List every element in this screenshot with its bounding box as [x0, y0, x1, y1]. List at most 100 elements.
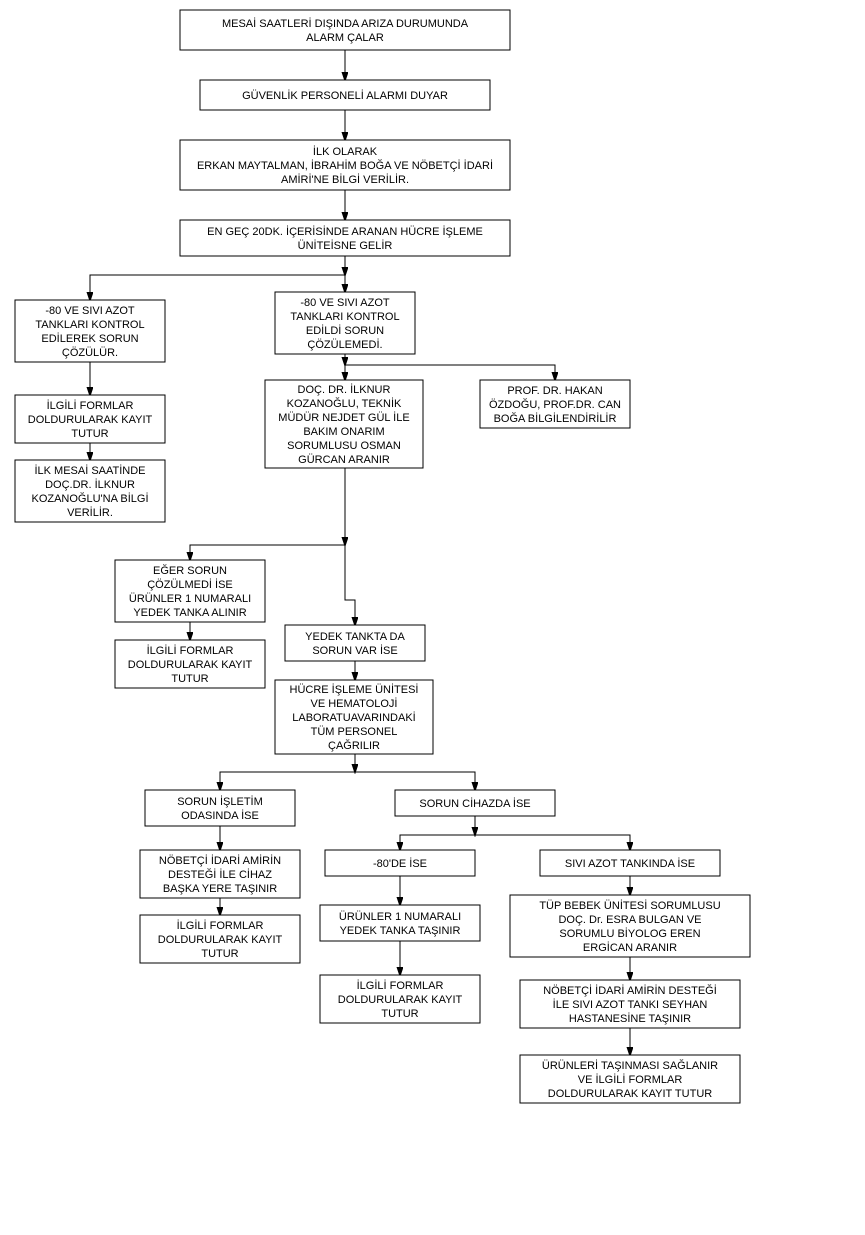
edge: [190, 545, 345, 560]
flow-node: EN GEÇ 20DK. İÇERİSİNDE ARANAN HÜCRE İŞL…: [180, 220, 510, 256]
node-text: VE İLGİLİ FORMLAR: [578, 1073, 683, 1086]
node-text: DESTEĞİ İLE CİHAZ: [168, 868, 272, 881]
flow-node: -80 VE SIVI AZOT TANKLARI KONTROLEDİLDİ S…: [275, 292, 415, 354]
flow-node: YEDEK TANKTA DASORUN VAR İSE: [285, 625, 425, 661]
flow-node: SORUN CİHAZDA İSE: [395, 790, 555, 816]
edge: [355, 772, 475, 790]
flow-node: ÜRÜNLER 1 NUMARALI YEDEK TANKA TAŞINIR: [320, 905, 480, 941]
node-text: HÜCRE İŞLEME ÜNİTESİ: [290, 683, 419, 696]
node-text: GÜVENLİK PERSONELİ ALARMI DUYAR: [242, 89, 448, 102]
node-text: ÜNİTEİSNE GELİR: [298, 239, 393, 252]
node-text: SORUN CİHAZDA İSE: [419, 797, 530, 810]
node-text: ÇÖZÜLMEDİ İSE: [147, 578, 233, 591]
node-text: SIVI AZOT TANKINDA İSE: [565, 857, 695, 870]
flow-node: İLGİLİ FORMLAR DOLDURULARAK KAYIT TUTUR: [15, 395, 165, 443]
node-text: YEDEK TANKA ALINIR: [133, 607, 246, 619]
node-text: -80 VE SIVI AZOT: [300, 297, 390, 309]
node-text: İLGİLİ FORMLAR: [47, 399, 134, 412]
node-text: TUTUR: [71, 428, 108, 440]
node-text: EN GEÇ 20DK. İÇERİSİNDE ARANAN HÜCRE İŞL…: [207, 225, 483, 238]
node-text: KOZANOĞLU, TEKNİK: [287, 397, 402, 410]
node-text: ÜRÜNLERİ TAŞINMASI SAĞLANIR: [542, 1059, 718, 1072]
node-text: DOLDURULARAK KAYIT: [128, 659, 253, 671]
node-text: NÖBETÇİ İDARİ AMİRİN: [159, 854, 281, 867]
node-text: TÜM PERSONEL: [311, 726, 398, 738]
node-text: TUTUR: [171, 673, 208, 685]
flow-node: İLK OLARAKERKAN MAYTALMAN, İBRAHİM BOĞA …: [180, 140, 510, 190]
node-text: NÖBETÇİ İDARİ AMİRİN DESTEĞİ: [543, 984, 717, 997]
flow-node: NÖBETÇİ İDARİ AMİRİN DESTEĞİİLE SIVI AZO…: [520, 980, 740, 1028]
node-text: İLK OLARAK: [313, 145, 378, 158]
node-text: YEDEK TANKTA DA: [305, 631, 405, 643]
node-text: YEDEK TANKA TAŞINIR: [340, 925, 461, 937]
node-text: İLGİLİ FORMLAR: [357, 979, 444, 992]
node-text: SORUMLUSU OSMAN: [287, 440, 401, 452]
flow-node: İLK MESAİ SAATİNDEDOÇ.DR. İLKNURKOZANOĞL…: [15, 460, 165, 522]
node-text: SORUMLU BİYOLOG EREN: [559, 927, 700, 940]
edge: [400, 835, 475, 850]
node-text: ÇAĞRILIR: [328, 739, 380, 752]
node-text: DOÇ.DR. İLKNUR: [45, 478, 135, 491]
node-text: DOLDURULARAK KAYIT: [28, 414, 153, 426]
node-text: TANKLARI KONTROL: [290, 311, 399, 323]
node-text: TANKLARI KONTROL: [35, 319, 144, 331]
node-text: LABORATUAVARINDAKİ: [292, 711, 415, 724]
flow-node: İLGİLİ FORMLAR DOLDURULARAK KAYIT TUTUR: [115, 640, 265, 688]
edge: [345, 545, 355, 625]
node-text: PROF. DR. HAKAN: [507, 385, 602, 397]
node-text: VE HEMATOLOJİ: [310, 697, 397, 710]
node-text: EĞER SORUN: [153, 564, 227, 577]
flow-node: PROF. DR. HAKANÖZDOĞU, PROF.DR. CANBOĞA …: [480, 380, 630, 428]
node-text: GÜRCAN ARANIR: [298, 454, 390, 466]
node-text: SORUN İŞLETİM: [177, 795, 263, 808]
node-text: İLE SIVI AZOT TANKI SEYHAN: [553, 998, 708, 1011]
flow-node: MESAİ SAATLERİ DIŞINDA ARIZA DURUMUNDA AL…: [180, 10, 510, 50]
flow-node: -80 VE SIVI AZOTTANKLARI KONTROLEDİLEREK…: [15, 300, 165, 362]
node-text: ÖZDOĞU, PROF.DR. CAN: [489, 398, 621, 411]
flow-node: DOÇ. DR. İLKNURKOZANOĞLU, TEKNİKMÜDÜR NE…: [265, 380, 423, 468]
node-text: İLGİLİ FORMLAR: [177, 919, 264, 932]
flow-node: ÜRÜNLERİ TAŞINMASI SAĞLANIRVE İLGİLİ FOR…: [520, 1055, 740, 1103]
node-text: SORUN VAR İSE: [312, 644, 397, 657]
node-text: ERKAN MAYTALMAN, İBRAHİM BOĞA VE NÖBETÇİ…: [197, 159, 493, 172]
node-text: ERGİCAN ARANIR: [583, 941, 677, 954]
flow-node: -80'DE İSE: [325, 850, 475, 876]
flowchart-canvas: MESAİ SAATLERİ DIŞINDA ARIZA DURUMUNDA AL…: [0, 0, 865, 1235]
node-text: ÇÖZÜLEMEDİ.: [307, 338, 382, 351]
edge: [475, 835, 630, 850]
flow-node: NÖBETÇİ İDARİ AMİRİNDESTEĞİ İLE CİHAZ BAŞ…: [140, 850, 300, 898]
edge: [220, 772, 355, 790]
node-text: ÇÖZÜLÜR.: [62, 347, 118, 359]
node-text: DOÇ. DR. İLKNUR: [298, 383, 391, 396]
node-text: İLK MESAİ SAATİNDE: [34, 464, 145, 477]
node-text: TUTUR: [381, 1008, 418, 1020]
node-text: ÜRÜNLER 1 NUMARALI: [339, 911, 461, 923]
node-text: HASTANESİNE TAŞINIR: [569, 1012, 691, 1025]
flow-node: İLGİLİ FORMLAR DOLDURULARAK KAYIT TUTUR: [140, 915, 300, 963]
node-text: AMİRİ'NE BİLGİ VERİLİR.: [281, 173, 409, 186]
node-text: ODASINDA İSE: [181, 809, 259, 822]
node-text: VERİLİR.: [67, 506, 113, 519]
node-text: DOLDURULARAK KAYIT: [338, 994, 463, 1006]
node-text: TUTUR: [201, 948, 238, 960]
node-text: BOĞA BİLGİLENDİRİLİR: [494, 412, 617, 425]
node-text: TÜP BEBEK ÜNİTESİ SORUMLUSU: [539, 899, 720, 912]
node-text: EDİLDİ SORUN: [306, 324, 384, 337]
node-text: MESAİ SAATLERİ DIŞINDA ARIZA DURUMUNDA: [222, 17, 469, 30]
node-text: DOLDURULARAK KAYIT TUTUR: [548, 1088, 712, 1100]
node-text: -80'DE İSE: [373, 857, 427, 870]
flow-node: TÜP BEBEK ÜNİTESİ SORUMLUSUDOÇ. Dr. ESRA…: [510, 895, 750, 957]
edge: [345, 365, 555, 380]
flow-node: HÜCRE İŞLEME ÜNİTESİVE HEMATOLOJİLABORAT…: [275, 680, 433, 754]
node-text: İLGİLİ FORMLAR: [147, 644, 234, 657]
node-text: DOLDURULARAK KAYIT: [158, 934, 283, 946]
node-text: ALARM ÇALAR: [306, 32, 384, 44]
node-text: KOZANOĞLU'NA BİLGİ: [31, 492, 148, 505]
node-text: BAŞKA YERE TAŞINIR: [163, 883, 277, 895]
flow-node: İLGİLİ FORMLAR DOLDURULARAK KAYIT TUTUR: [320, 975, 480, 1023]
node-text: -80 VE SIVI AZOT: [45, 305, 135, 317]
flow-node: GÜVENLİK PERSONELİ ALARMI DUYAR: [200, 80, 490, 110]
flow-node: SIVI AZOT TANKINDA İSE: [540, 850, 720, 876]
flow-node: EĞER SORUNÇÖZÜLMEDİ İSEÜRÜNLER 1 NUMARAL…: [115, 560, 265, 622]
node-text: MÜDÜR NEJDET GÜL İLE: [278, 411, 409, 424]
